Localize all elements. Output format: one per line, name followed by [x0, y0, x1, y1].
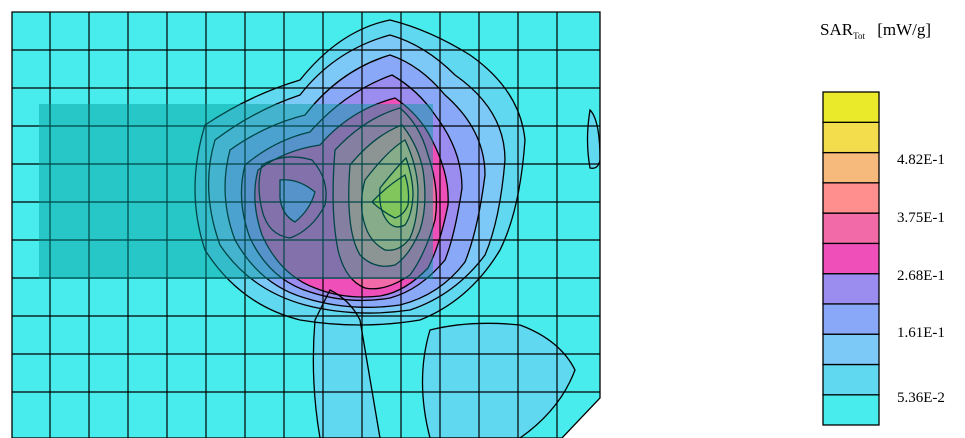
device-outline-overlay: [39, 104, 433, 279]
legend-swatch: [822, 91, 880, 123]
legend-swatch: [822, 303, 880, 335]
legend-swatch: [822, 333, 880, 366]
legend-title: SARTot [mW/g]: [820, 20, 931, 41]
legend-swatch: [822, 212, 880, 245]
legend-title-subscript: Tot: [853, 31, 865, 41]
contour-line: [332, 107, 438, 290]
contour-band-level-2: [587, 110, 600, 169]
legend-tick-label: 5.36E-2: [897, 390, 945, 406]
contour-layer: [12, 12, 600, 438]
contour-line: [360, 139, 419, 251]
legend-swatch: [822, 394, 880, 426]
contour-line: [224, 54, 486, 308]
contour-line: [379, 156, 414, 228]
contour-lines: [194, 19, 600, 438]
legend-swatch: [822, 182, 880, 214]
contour-line: [194, 19, 526, 326]
measurement-grid: [12, 12, 600, 438]
contour-band-level-7: [280, 179, 315, 222]
legend-swatch: [822, 363, 880, 396]
contour-line: [371, 174, 410, 219]
legend-swatch: [822, 151, 880, 184]
contour-line: [258, 156, 327, 239]
legend-tick-label: 4.82E-1: [897, 152, 945, 168]
legend-unit: [mW/g]: [877, 20, 932, 39]
legend-title-main: SAR: [820, 20, 854, 39]
contour-line: [312, 289, 381, 438]
contour-line: [348, 124, 426, 267]
legend-tick-label: 1.61E-1: [897, 325, 945, 341]
contour-line: [421, 322, 576, 438]
legend-colorbar: [822, 91, 880, 426]
contour-band-level-2: [422, 323, 575, 438]
contour-line: [586, 108, 600, 169]
contour-line: [240, 74, 463, 302]
contour-line: [279, 179, 316, 223]
legend-swatch: [822, 242, 880, 275]
legend-swatch: [822, 272, 880, 305]
plot-border: [11, 11, 601, 438]
legend-tick-label: 2.68E-1: [897, 268, 945, 284]
contour-band-level-2: [313, 290, 380, 438]
legend-swatch: [822, 121, 880, 154]
legend-tick-label: 3.75E-1: [897, 210, 945, 226]
